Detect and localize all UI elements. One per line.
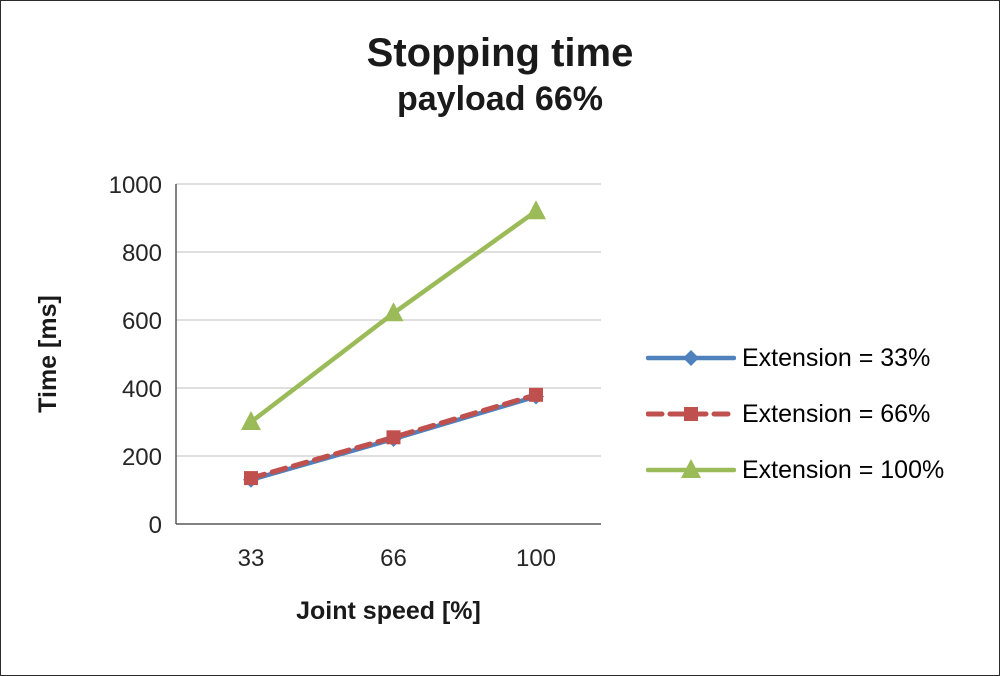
legend-label: Extension = 100% bbox=[742, 455, 945, 484]
legend-swatch-extension-100-icon bbox=[646, 459, 736, 478]
triangle-marker-icon bbox=[383, 302, 404, 322]
triangle-marker-icon bbox=[681, 459, 701, 478]
triangle-marker-icon bbox=[241, 411, 261, 430]
legend-label: Extension = 33% bbox=[742, 343, 931, 372]
square-marker-icon bbox=[529, 387, 543, 402]
x-tick-label: 66 bbox=[380, 545, 407, 572]
chart-subtitle: payload 66% bbox=[397, 80, 603, 118]
y-tick-label: 800 bbox=[122, 240, 162, 267]
legend-item: Extension = 100% bbox=[646, 451, 996, 489]
legend-item: Extension = 33% bbox=[646, 339, 996, 377]
square-marker-icon bbox=[244, 471, 258, 486]
y-tick-label: 400 bbox=[122, 376, 162, 403]
y-tick-label: 1000 bbox=[109, 172, 162, 199]
triangle-marker-icon bbox=[526, 200, 546, 220]
square-marker-icon bbox=[386, 430, 401, 445]
y-axis-label: Time [ms] bbox=[34, 295, 62, 413]
y-tick-label: 600 bbox=[122, 308, 162, 335]
legend-label: Extension = 66% bbox=[742, 399, 931, 428]
x-tick-label: 100 bbox=[516, 545, 556, 572]
x-tick-label: 33 bbox=[238, 545, 265, 572]
legend-item: Extension = 66% bbox=[646, 395, 996, 433]
y-tick-label: 200 bbox=[122, 444, 162, 471]
chart-titles: Stopping time payload 66% bbox=[1, 29, 999, 121]
y-tick-label: 0 bbox=[149, 512, 162, 539]
plot-area: 0 200 400 600 800 1000 33 66 100 Joint speed [%] T… bbox=[34, 172, 601, 625]
diamond-marker-icon bbox=[683, 350, 699, 366]
chart-title: Stopping time bbox=[366, 31, 634, 75]
square-marker-icon bbox=[684, 407, 698, 421]
legend: Extension = 33% Extension = 66% Extensio… bbox=[646, 339, 996, 489]
x-axis-label: Joint speed [%] bbox=[296, 597, 481, 625]
legend-swatch-extension-33-icon bbox=[646, 350, 736, 366]
legend-swatch-extension-66-icon bbox=[646, 407, 736, 421]
